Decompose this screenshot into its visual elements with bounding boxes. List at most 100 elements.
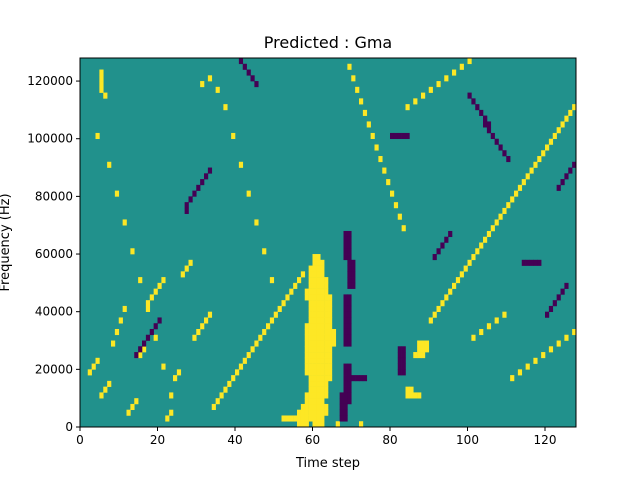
heatmap-cell-high bbox=[316, 334, 321, 341]
heatmap-cell-high bbox=[320, 340, 325, 347]
heatmap-cell-high bbox=[165, 415, 170, 422]
heatmap-cell-high bbox=[514, 190, 519, 197]
heatmap-cell-low bbox=[568, 167, 573, 174]
heatmap-cell-high bbox=[320, 334, 325, 341]
heatmap-cell-low bbox=[343, 230, 348, 238]
heatmap-cell-high bbox=[510, 375, 515, 382]
heatmap-cell-low bbox=[401, 357, 406, 364]
heatmap-cell-high bbox=[114, 190, 120, 197]
heatmap-cell-high bbox=[312, 398, 317, 405]
x-tick-label: 20 bbox=[150, 433, 165, 447]
heatmap-cell-high bbox=[308, 398, 313, 405]
heatmap-cell-high bbox=[262, 248, 267, 255]
heatmap-cell-high bbox=[320, 386, 325, 393]
heatmap-cell-high bbox=[541, 150, 546, 157]
y-tick-label: 80000 bbox=[35, 189, 73, 203]
heatmap-cell-high bbox=[320, 288, 325, 295]
heatmap-cell-high bbox=[498, 213, 503, 220]
heatmap-cell-high bbox=[254, 219, 259, 226]
heatmap-cell-high bbox=[289, 415, 294, 422]
heatmap-cell-high bbox=[324, 334, 329, 341]
heatmap-cell-high bbox=[486, 230, 492, 238]
heatmap-cell-high bbox=[324, 300, 329, 307]
heatmap-cell-low bbox=[343, 386, 348, 393]
heatmap-cell-high bbox=[308, 415, 313, 422]
heatmap-cell-high bbox=[479, 242, 484, 249]
heatmap-cell-high bbox=[281, 415, 286, 422]
x-tick-label: 80 bbox=[382, 433, 397, 447]
heatmap-cell-high bbox=[308, 311, 313, 318]
heatmap-cell-high bbox=[308, 380, 313, 387]
heatmap-cell-low bbox=[145, 334, 151, 341]
heatmap-cell-high bbox=[223, 104, 228, 111]
heatmap-cell-high bbox=[417, 340, 422, 347]
heatmap-cell-high bbox=[308, 386, 313, 393]
heatmap-cell-low bbox=[486, 127, 492, 134]
heatmap-cell-high bbox=[138, 352, 143, 359]
heatmap-cell-high bbox=[459, 63, 464, 70]
heatmap-cell-low bbox=[467, 92, 472, 99]
heatmap-cell-high bbox=[382, 167, 387, 174]
heatmap-cell-high bbox=[413, 352, 418, 359]
heatmap-cell-low bbox=[343, 317, 348, 324]
heatmap-cell-high bbox=[316, 357, 321, 364]
heatmap-cell-low bbox=[343, 398, 348, 405]
heatmap-cell-high bbox=[211, 403, 216, 411]
heatmap-cell-high bbox=[494, 219, 499, 226]
heatmap-cell-low bbox=[204, 173, 209, 180]
heatmap-cell-high bbox=[107, 161, 112, 168]
heatmap-cell-high bbox=[99, 69, 104, 76]
heatmap-cell-high bbox=[277, 305, 282, 312]
heatmap-cell-low bbox=[339, 415, 344, 422]
heatmap-cell-low bbox=[347, 300, 352, 307]
heatmap-cell-low bbox=[556, 294, 561, 301]
heatmap-cell-high bbox=[359, 421, 364, 428]
heatmap-cell-low bbox=[188, 196, 193, 203]
heatmap-cell-high bbox=[556, 127, 561, 134]
heatmap-cell-high bbox=[428, 86, 433, 93]
heatmap-cell-low bbox=[347, 282, 352, 289]
heatmap-cell-high bbox=[316, 380, 321, 387]
heatmap-cell-high bbox=[122, 305, 127, 312]
heatmap-cell-high bbox=[320, 271, 325, 278]
heatmap-cell-high bbox=[320, 259, 325, 266]
heatmap-cell-high bbox=[161, 363, 166, 370]
heatmap-cell-high bbox=[300, 271, 306, 278]
heatmap-cell-low bbox=[397, 357, 402, 364]
heatmap-cell-high bbox=[328, 334, 333, 341]
heatmap-cell-high bbox=[312, 282, 317, 289]
heatmap-cell-low bbox=[351, 271, 356, 278]
heatmap-cell-high bbox=[215, 398, 220, 405]
heatmap-cell-high bbox=[308, 317, 313, 324]
heatmap-cell-high bbox=[448, 288, 453, 295]
heatmap-cell-high bbox=[328, 317, 333, 324]
heatmap-cell-high bbox=[269, 277, 275, 284]
heatmap-cell-low bbox=[343, 380, 348, 387]
heatmap-cell-low bbox=[347, 259, 352, 266]
heatmap-cell-high bbox=[312, 380, 317, 387]
heatmap-cell-low bbox=[351, 265, 356, 272]
heatmap-cell-high bbox=[269, 317, 275, 324]
heatmap-cell-low bbox=[564, 173, 569, 180]
heatmap-cell-high bbox=[444, 75, 449, 82]
heatmap-cell-high bbox=[242, 357, 247, 364]
heatmap-cell-high bbox=[324, 363, 329, 370]
heatmap-cell-high bbox=[510, 196, 515, 203]
heatmap-cell-high bbox=[176, 369, 182, 376]
heatmap-cell-high bbox=[316, 421, 321, 428]
heatmap-cell-low bbox=[138, 346, 143, 353]
heatmap-cell-high bbox=[320, 357, 325, 364]
heatmap-cell-high bbox=[246, 352, 251, 359]
heatmap-cell-low bbox=[502, 150, 507, 157]
heatmap-cell-high bbox=[521, 179, 526, 186]
heatmap-cell-low bbox=[351, 259, 356, 266]
heatmap-cell-high bbox=[312, 259, 317, 266]
plot-frame bbox=[79, 57, 577, 428]
heatmap-cell-high bbox=[548, 138, 554, 145]
heatmap-cell-high bbox=[517, 184, 523, 191]
heatmap-cell-high bbox=[502, 207, 507, 214]
heatmap-cell-high bbox=[308, 392, 313, 399]
heatmap-cell-low bbox=[343, 340, 348, 347]
heatmap-cells bbox=[87, 58, 577, 428]
heatmap-cell-high bbox=[316, 403, 321, 411]
